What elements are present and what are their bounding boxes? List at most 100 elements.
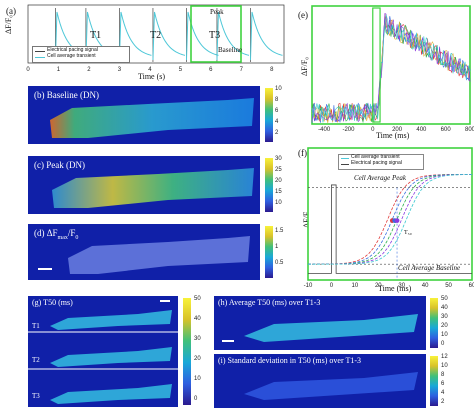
scale-bar [38, 268, 52, 270]
x-tick-label: 7 [240, 67, 244, 73]
tick: 12 [441, 354, 448, 360]
tick: 8 [441, 372, 445, 378]
x-tick-label: 8 [270, 67, 274, 73]
panel-b-label: (b) Baseline (DN) [34, 90, 99, 100]
baseline-label: Baseline [218, 46, 243, 54]
transient-trace [185, 11, 219, 61]
tick: 40 [194, 316, 201, 322]
panel-g-label: (g) T50 (ms) [32, 298, 73, 307]
t50-maps [28, 296, 178, 407]
panel-d-label: (d) ΔFmax/F0 [34, 228, 78, 241]
panel-a-legend: Electrical pacing signal Cell average tr… [32, 46, 130, 63]
tick: 1 [275, 244, 279, 250]
dfmax-colorbar [265, 226, 273, 278]
panel-e-plot: -400 -200 0 200 400 600 800 [311, 5, 474, 133]
zoom-box [372, 7, 381, 123]
tick: 6 [275, 108, 279, 114]
tick: 10 [275, 86, 282, 92]
x-tick-label: 800 [465, 127, 474, 133]
panel-f-xlabel: Time (ms) [378, 284, 412, 293]
x-tick-label: 6 [209, 67, 213, 73]
panel-h-label: (h) Average T50 (ms) over T1-3 [218, 298, 321, 307]
x-tick-label: 5 [179, 67, 183, 73]
x-tick-label: 60 [469, 283, 474, 289]
transient-trace [152, 11, 186, 61]
x-tick-label: 20 [375, 283, 382, 289]
x-tick-label: 1 [57, 67, 61, 73]
peak-colorbar [265, 158, 273, 212]
x-tick-label: 600 [441, 127, 452, 133]
x-tick-label: 2 [87, 67, 91, 73]
panel-a-xlabel: Time (s) [138, 72, 166, 81]
std-t50-image [214, 354, 426, 408]
transient-label-t3: T3 [209, 30, 221, 41]
panel-g: (g) T50 (ms) T1 T2 T3 50 40 30 20 10 0 [28, 296, 210, 409]
average-t50-image [214, 296, 426, 350]
panel-d-label-sub0: 0 [75, 234, 79, 241]
scale-bar [222, 340, 234, 342]
tick: 30 [441, 314, 448, 320]
peak-label: Peak [210, 8, 224, 16]
tick: 4 [441, 390, 445, 396]
peak-image [28, 156, 260, 214]
row-label-t3: T3 [32, 392, 40, 400]
panel-f-label: (f) [298, 148, 307, 158]
legend-f-pacing: Electrical pacing signal [351, 160, 402, 166]
panel-d-label-main: (d) ΔF [34, 228, 58, 238]
tick: 6 [441, 381, 445, 387]
x-tick-label: -200 [342, 127, 355, 133]
panel-b: (b) Baseline (DN) 10 8 6 4 2 [28, 86, 290, 144]
transient-trace [216, 11, 250, 61]
baseline-image [28, 86, 260, 144]
panel-e: (e) ΔF/F₀ -400 -200 0 200 400 600 800 Time (ms… [298, 0, 474, 140]
tick: 25 [275, 167, 282, 173]
f-t50-label: T₅₀ [404, 230, 412, 236]
x-tick-label: 30 [398, 283, 405, 289]
panel-d: (d) ΔFmax/F0 1.5 1 0.5 [28, 224, 290, 280]
highlight-box [190, 5, 242, 63]
noisy-trace [311, 14, 471, 123]
panel-f: (f) ΔF/F₀ -10 0 10 20 30 40 50 60 Cell average … [298, 146, 474, 294]
tick: 20 [441, 323, 448, 329]
tick: 20 [275, 178, 282, 184]
noisy-trace [311, 16, 471, 123]
transient-label-t1: T1 [90, 30, 102, 41]
transient-trace [118, 11, 152, 61]
tick: 10 [441, 363, 448, 369]
legend-transient: Cell average transient [47, 53, 96, 59]
t50-colorbar [183, 298, 191, 405]
x-tick-label: 0 [330, 283, 334, 289]
tick: 2 [275, 130, 279, 136]
scale-bar [160, 300, 170, 302]
tick: 10 [194, 376, 201, 382]
x-tick-label: 0 [371, 127, 375, 133]
x-tick-label: 400 [416, 127, 427, 133]
x-tick-label: 10 [352, 283, 359, 289]
tick: 50 [194, 296, 201, 302]
panel-a-label: (a) [6, 6, 16, 16]
tick: 1.5 [275, 228, 284, 234]
panel-f-legend: Cell average transient Electrical pacing… [338, 154, 424, 170]
panel-h: (h) Average T50 (ms) over T1-3 50 40 30 … [214, 296, 474, 352]
tick: 15 [275, 189, 282, 195]
panel-i: (i) Standard deviation in T50 (ms) over … [214, 354, 474, 409]
f-baseline-label: Cell Average Baseline [398, 264, 461, 272]
tick: 4 [275, 119, 279, 125]
panel-a-plot: 0 1 2 3 4 5 6 7 8 [26, 4, 285, 73]
transient-label-t2: T2 [150, 30, 162, 41]
row-label-t1: T1 [32, 322, 40, 330]
panel-c: (c) Peak (DN) 30 25 20 15 10 [28, 156, 290, 214]
transient-trace [249, 11, 283, 61]
tick: 0.5 [275, 260, 284, 266]
panel-i-label: (i) Standard deviation in T50 (ms) over … [218, 356, 362, 365]
tick: 10 [275, 200, 282, 206]
legend-pacing: Electrical pacing signal [47, 47, 98, 53]
average-t50-colorbar [430, 298, 438, 348]
panel-c-label: (c) Peak (DN) [34, 160, 85, 170]
row-label-t2: T2 [32, 356, 40, 364]
x-tick-label: -400 [318, 127, 331, 133]
x-tick-label: 50 [445, 283, 452, 289]
tick: 10 [441, 332, 448, 338]
x-tick-label: 40 [422, 283, 429, 289]
